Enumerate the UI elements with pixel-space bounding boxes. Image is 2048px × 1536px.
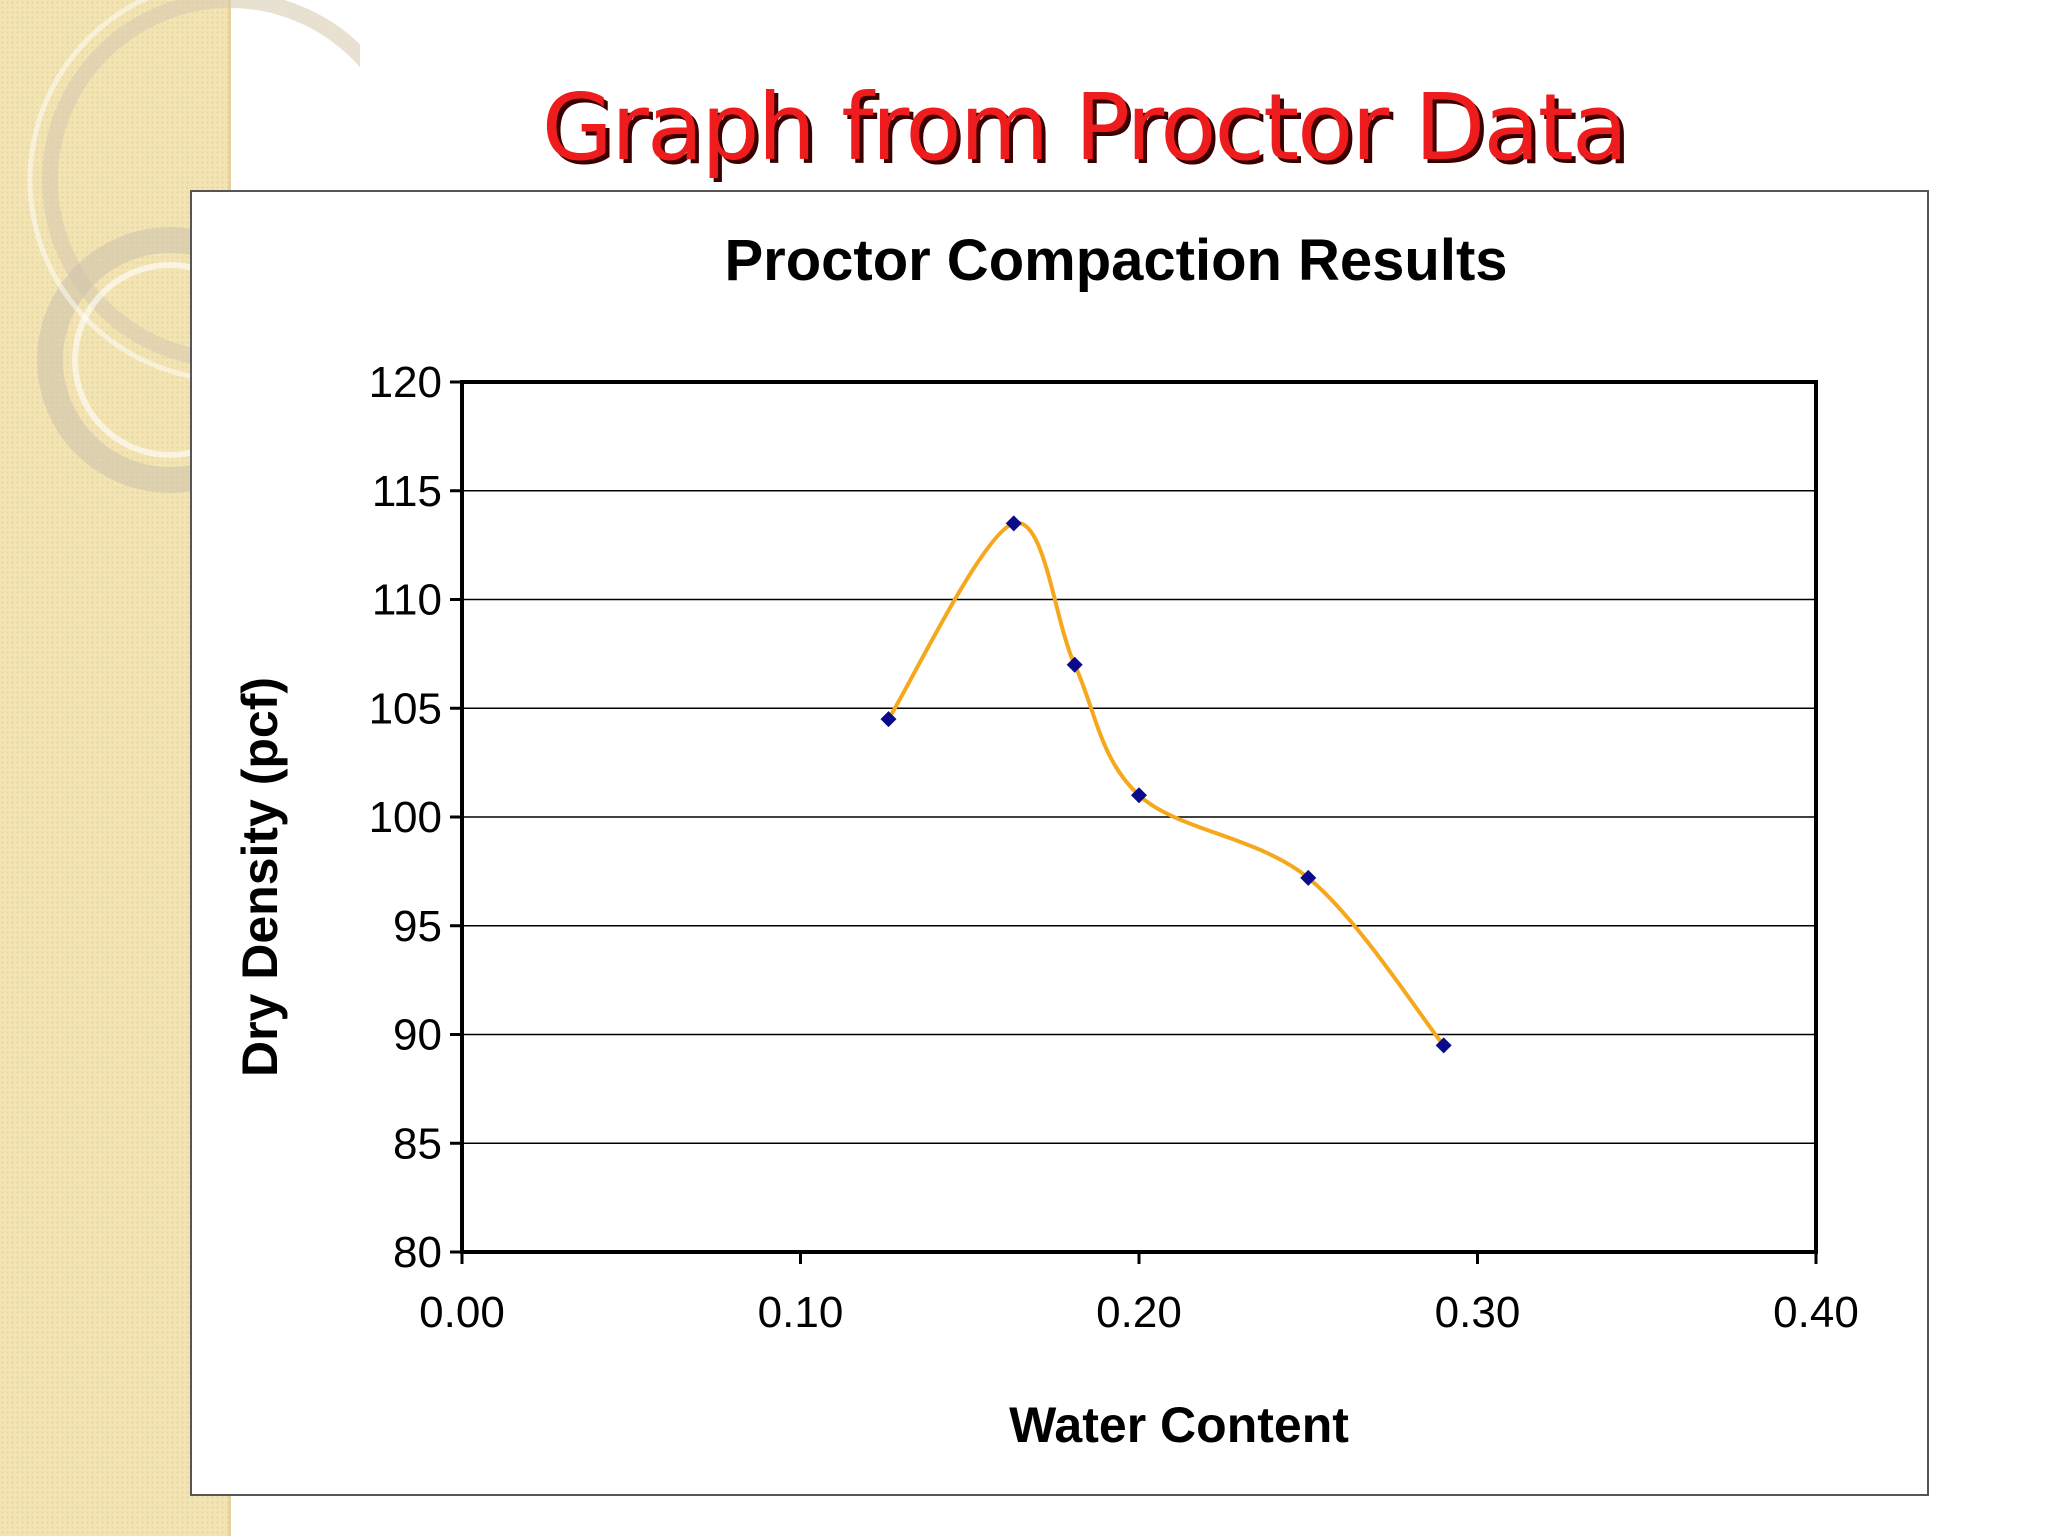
chart: Proctor Compaction Results 80 85 90 95 100 10… xyxy=(232,228,1859,1453)
data-point xyxy=(1131,787,1147,804)
data-point xyxy=(1005,515,1022,532)
y-tick-label: 95 xyxy=(393,902,442,951)
y-tick-label: 115 xyxy=(372,467,442,516)
data-point xyxy=(1300,869,1317,886)
y-axis-ticks: 80 85 90 95 100 105 110 115 120 xyxy=(369,358,462,1277)
y-tick-label: 85 xyxy=(393,1119,442,1168)
x-tick-label: 0.10 xyxy=(758,1288,844,1337)
chart-title: Proctor Compaction Results xyxy=(724,228,1507,293)
series-curve xyxy=(886,521,1446,1047)
data-point xyxy=(1435,1037,1452,1054)
y-tick-label: 80 xyxy=(393,1228,442,1277)
x-tick-label: 0.40 xyxy=(1773,1288,1859,1337)
x-tick-label: 0.20 xyxy=(1096,1288,1182,1337)
y-tick-label: 100 xyxy=(369,793,442,842)
y-axis-label: Dry Density (pcf) xyxy=(232,677,288,1077)
chart-frame: Proctor Compaction Results 80 85 90 95 100 10… xyxy=(190,190,1929,1496)
y-tick-label: 105 xyxy=(369,684,442,733)
x-tick-label: 0.00 xyxy=(419,1288,505,1337)
series-points xyxy=(880,515,1452,1054)
x-axis-label: Water Content xyxy=(1009,1397,1349,1453)
x-tick-label: 0.30 xyxy=(1435,1288,1521,1337)
x-axis-ticks: 0.00 0.10 0.20 0.30 0.40 xyxy=(419,1252,1859,1337)
data-point xyxy=(1066,656,1083,673)
gridlines xyxy=(462,381,1816,1253)
slide-title: Graph from Proctor Data xyxy=(541,74,1628,181)
data-point xyxy=(880,711,897,728)
y-tick-label: 120 xyxy=(369,358,442,407)
y-tick-label: 90 xyxy=(393,1011,442,1060)
y-tick-label: 110 xyxy=(372,576,442,625)
